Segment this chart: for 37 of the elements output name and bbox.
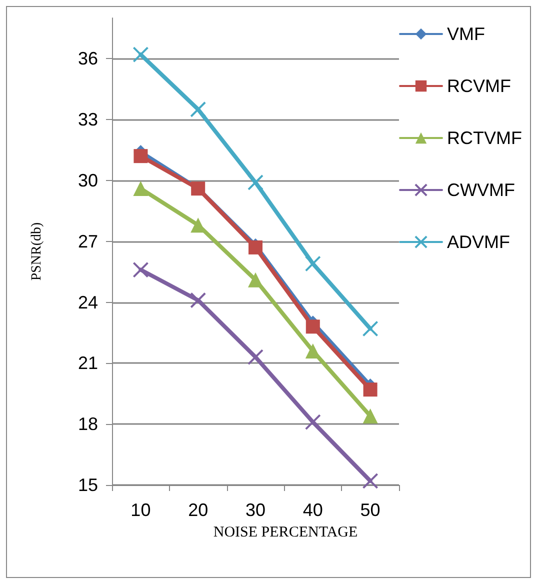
y-tick-label: 27 [78, 231, 98, 252]
y-tick-label: 18 [78, 414, 98, 434]
legend-label: RCVMF [447, 76, 512, 96]
x-tick-label: 30 [245, 500, 266, 520]
legend-label: CWVMF [447, 180, 515, 200]
point [133, 181, 148, 196]
point [305, 343, 320, 358]
x-axis-title: NOISE PERCENTAGE [213, 524, 358, 540]
legend-label: ADVMF [447, 232, 510, 252]
point [306, 320, 320, 334]
point [304, 256, 321, 272]
y-tick-label: 33 [78, 110, 98, 130]
point [363, 382, 378, 397]
point [248, 272, 263, 288]
legend-label: RCTVMF [447, 128, 522, 148]
point [362, 472, 378, 489]
point [362, 408, 378, 424]
point [190, 292, 206, 308]
x-tick-label: 40 [302, 500, 323, 520]
point [134, 149, 148, 164]
y-tick-label: 36 [78, 48, 98, 69]
point [248, 174, 264, 190]
point [190, 101, 206, 118]
x-tick-label: 10 [130, 500, 151, 520]
point [132, 46, 149, 63]
legend-label: VMF [447, 24, 486, 44]
x-tick-label: 20 [188, 500, 208, 520]
point [248, 349, 264, 366]
point [304, 414, 321, 430]
y-tick-label: 24 [78, 292, 98, 312]
y-tick-label: 15 [78, 475, 98, 495]
point [362, 320, 378, 337]
y-tick-label: 30 [78, 170, 98, 190]
point [132, 262, 149, 278]
x-tick-label: 50 [360, 500, 380, 520]
y-tick-label: 21 [78, 353, 98, 374]
y-axis-title: PSNR(db) [30, 222, 44, 281]
